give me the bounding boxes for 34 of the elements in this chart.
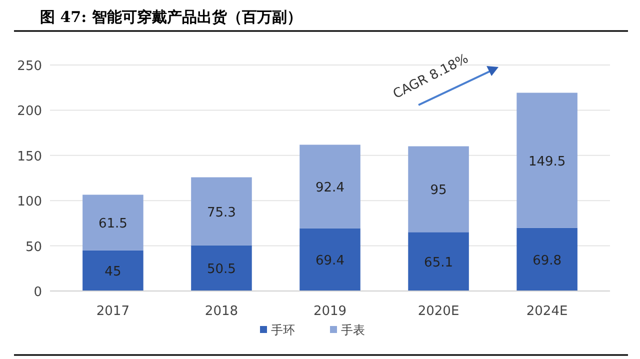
y-tick-label: 150 bbox=[17, 149, 42, 164]
data-label: 45 bbox=[104, 264, 122, 280]
data-label: 75.3 bbox=[206, 205, 236, 220]
y-tick-label: 200 bbox=[17, 104, 42, 120]
data-label: 69.4 bbox=[316, 254, 344, 269]
bar bbox=[300, 228, 360, 291]
x-tick-label: 2017 bbox=[96, 304, 130, 319]
bar bbox=[408, 232, 469, 291]
y-tick-label: 0 bbox=[34, 285, 42, 300]
x-tick-label: 2019 bbox=[313, 304, 347, 319]
x-tick-label: 2018 bbox=[204, 304, 238, 319]
chart-title: 图 47: 智能可穿戴产品出货（百万副） bbox=[40, 8, 302, 26]
bar bbox=[191, 245, 252, 291]
data-label: 61.5 bbox=[98, 216, 128, 232]
bar bbox=[191, 177, 252, 246]
bar bbox=[516, 92, 578, 228]
data-label: 95 bbox=[430, 183, 447, 198]
y-tick-label: 50 bbox=[25, 240, 42, 255]
data-label: 65.1 bbox=[424, 256, 454, 271]
bar bbox=[516, 228, 578, 291]
data-label: 149.5 bbox=[528, 154, 566, 170]
data-label: 92.4 bbox=[316, 180, 344, 196]
data-label: 69.8 bbox=[532, 253, 562, 268]
bar bbox=[82, 250, 144, 291]
bar bbox=[300, 144, 360, 228]
bar bbox=[408, 146, 469, 232]
x-tick-label: 2020E bbox=[418, 304, 460, 319]
legend-label: 手环 bbox=[271, 323, 295, 337]
y-tick-label: 250 bbox=[17, 59, 42, 74]
bar bbox=[82, 194, 144, 250]
data-label: 50.5 bbox=[206, 262, 236, 278]
legend-label: 手表 bbox=[341, 323, 365, 337]
y-tick-label: 100 bbox=[17, 194, 42, 210]
x-tick-label: 2024E bbox=[526, 304, 568, 319]
